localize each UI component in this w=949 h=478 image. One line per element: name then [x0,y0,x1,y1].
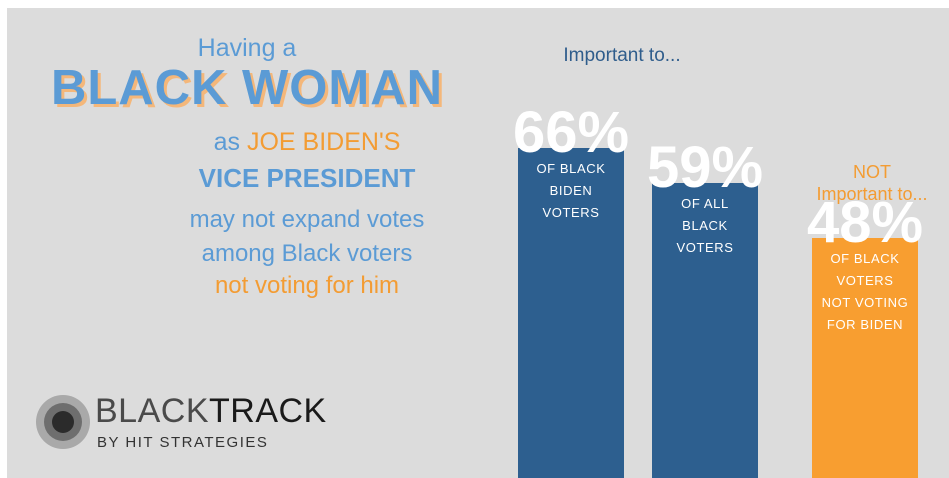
bar-1 [518,148,624,478]
headline-line-1: Having a [197,34,297,62]
bar-category-line: OF BLACK [830,251,900,266]
headline-line-3: as JOE BIDEN'S [67,128,547,157]
headline: Having a BLACK WOMAN as JOE BIDEN'S VICE… [7,8,487,328]
bar-category-label-2: OF ALL BLACK VOTERS [652,193,758,259]
annotation-line-2: Important to... [816,184,928,204]
bar-category-label-3: OF BLACK VOTERS NOT VOTING FOR BIDEN [812,248,918,336]
bar-category-line: NOT VOTING [821,295,909,310]
headline-line-6: among Black voters [201,240,413,267]
chart-title: Important to... [563,45,681,66]
bar-category-line: FOR BIDEN [826,317,904,332]
logo-subtitle: BY HIT STRATEGIES [97,434,269,451]
headline-line-4: VICE PRESIDENT [198,163,416,193]
bar-category-label-1: OF BLACK BIDEN VOTERS [518,158,624,224]
bar-value-label-2: 59% [647,135,763,200]
blacktrack-logo: BLACKTRACK BY HIT STRATEGIES [35,390,365,460]
bar-value-label-1: 66% [513,100,629,165]
bar-category-line: VOTERS [542,205,600,220]
bar-3 [812,238,918,478]
bar-category-line: OF ALL [681,196,729,211]
bar-category-line: BLACK [682,218,728,233]
logo-word-track: TRACK [209,392,327,430]
bar-2 [652,183,758,478]
headline-line-5: may not expand votes [189,206,425,233]
bar-chart: Important to... NOT Important to... 66% 5… [507,8,949,478]
headline-line-7: not voting for him [214,272,400,299]
bar-category-line: OF BLACK [536,161,606,176]
bar-category-line: BIDEN [549,183,593,198]
infographic-panel: Having a BLACK WOMAN as JOE BIDEN'S VICE… [7,8,949,478]
logo-wordmark: BLACKTRACK [95,394,327,428]
headline-line-2: BLACK WOMAN [50,61,444,115]
bar-category-line: VOTERS [836,273,894,288]
logo-word-black: BLACK [95,392,209,430]
annotation-line-1: NOT [853,162,891,182]
bar-category-line: VOTERS [676,240,734,255]
bars-svg: 66% 59% 48% [513,100,923,478]
headline-line-3a: as [213,128,247,156]
concentric-circles-icon [36,395,90,449]
headline-line-3b: JOE BIDEN'S [246,128,401,156]
chart-annotation: NOT Important to... [797,161,947,205]
bar-value-label-3: 48% [807,190,923,255]
